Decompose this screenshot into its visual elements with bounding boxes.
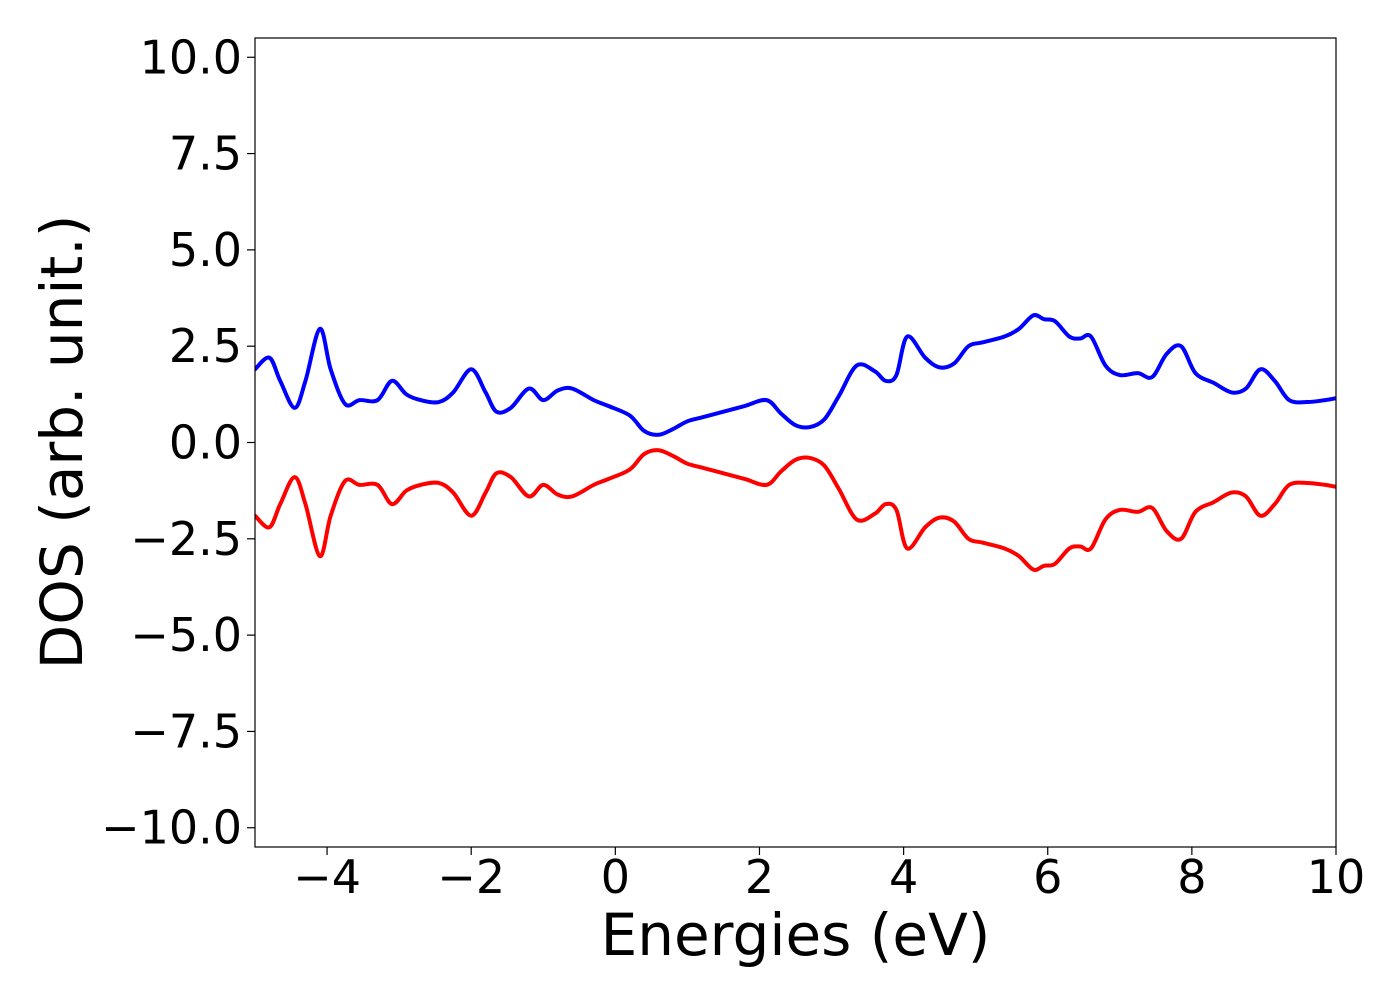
y-tick-label: 2.5 [169, 319, 242, 373]
x-tick-label: 4 [889, 850, 918, 904]
x-tick-label: −2 [437, 850, 505, 904]
x-tick-label: 2 [745, 850, 774, 904]
plot-frame [254, 37, 1337, 848]
y-tick-label: 7.5 [169, 127, 242, 181]
x-axis-label: Energies (eV) [601, 901, 991, 969]
y-tick-label: −10.0 [101, 801, 242, 855]
y-axis-label: DOS (arb. unit.) [28, 215, 96, 670]
series-line-2 [255, 448, 1336, 572]
series-layer [255, 313, 1336, 572]
y-tick-label: −5.0 [130, 608, 242, 662]
x-tick-label: 6 [1033, 850, 1062, 904]
series-line-1 [255, 313, 1336, 437]
y-tick-label: −2.5 [130, 512, 242, 566]
x-tick-label: 10 [1307, 850, 1366, 904]
y-tick-label: 5.0 [169, 223, 242, 277]
y-tick-label: 10.0 [140, 30, 242, 84]
y-axis: 10.0 7.5 5.0 2.5 0.0 −2.5 −5.0 −7.5 −10.0 [101, 30, 255, 855]
x-tick-label: −4 [293, 850, 361, 904]
x-axis: −4 −2 0 2 4 6 8 10 [293, 847, 1365, 904]
x-tick-label: 8 [1177, 850, 1206, 904]
y-tick-label: 0.0 [169, 416, 242, 470]
y-tick-label: −7.5 [130, 704, 242, 758]
x-tick-label: 0 [601, 850, 630, 904]
